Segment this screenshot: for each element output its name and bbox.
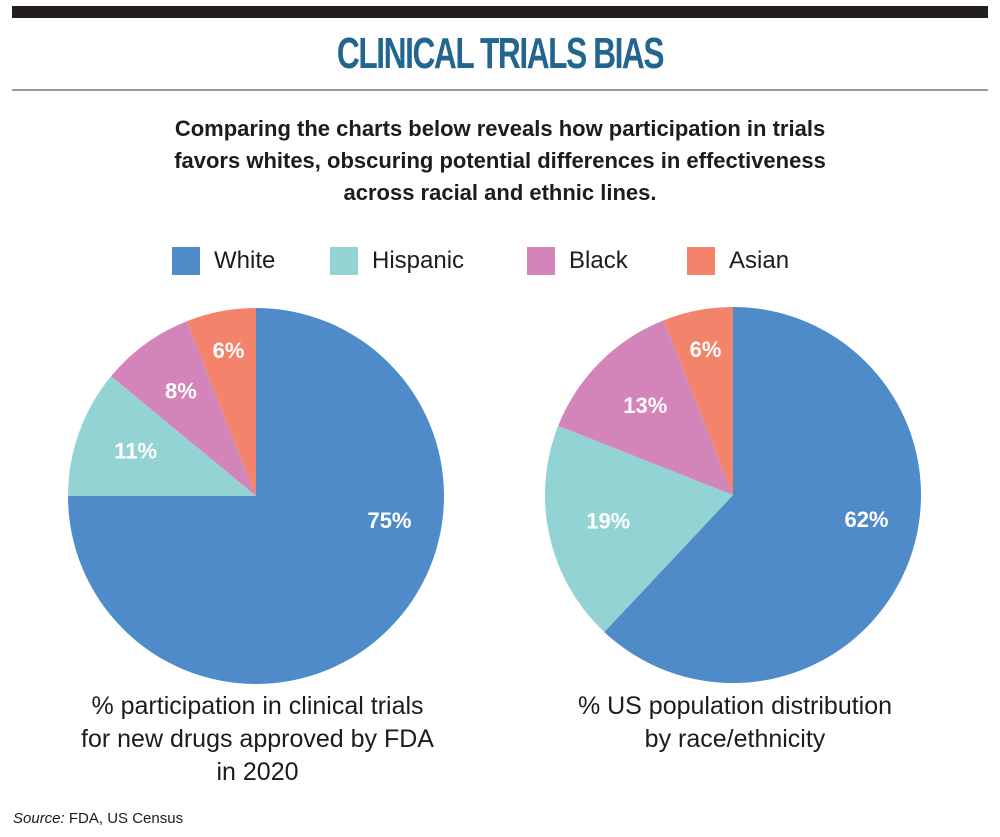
subtitle-line: favors whites, obscuring potential diffe…: [174, 148, 826, 173]
caption-line: % participation in clinical trials: [91, 692, 424, 720]
legend-swatch-hispanic: [330, 247, 358, 275]
pie-slice-white: [604, 307, 922, 683]
legend-swatch-black: [527, 247, 555, 275]
legend-item-hispanic: Hispanic: [330, 246, 464, 276]
source-text: FDA, US Census: [64, 810, 184, 827]
subtitle-line: across racial and ethnic lines.: [343, 180, 657, 205]
slice-label-black: 13%: [623, 393, 667, 418]
caption-us-population: % US population distribution by race/eth…: [520, 690, 950, 756]
source-note: Source: FDA, US Census: [13, 810, 183, 827]
caption-line: by race/ethnicity: [644, 725, 826, 753]
slice-label-white: 75%: [367, 508, 411, 533]
pie-slice-asian: [663, 307, 733, 495]
legend-label-black: Black: [569, 247, 628, 274]
legend-item-black: Black: [527, 246, 628, 276]
legend: White Hispanic Black Asian: [0, 246, 1000, 276]
slice-label-asian: 6%: [213, 338, 245, 363]
slice-label-hispanic: 19%: [586, 509, 630, 534]
legend-label-white: White: [214, 247, 276, 274]
top-rule-bar: [12, 6, 988, 18]
slice-label-white: 62%: [844, 507, 888, 532]
pie-slice-hispanic: [545, 425, 733, 633]
caption-line: for new drugs approved by FDA: [81, 725, 434, 753]
pie-chart-us-population: 62% 19% 13% 6%: [545, 307, 922, 683]
chart-subtitle: Comparing the charts below reveals how p…: [90, 113, 910, 209]
caption-trial-participation: % participation in clinical trials for n…: [40, 690, 475, 789]
slice-label-asian: 6%: [690, 337, 722, 362]
caption-line: % US population distribution: [577, 692, 893, 720]
pie-slice-asian: [186, 308, 256, 496]
pie-slice-hispanic: [68, 376, 256, 496]
legend-swatch-asian: [687, 247, 715, 275]
pie-slice-black: [558, 320, 733, 495]
legend-swatch-white: [172, 247, 200, 275]
slice-label-hispanic: 11%: [114, 439, 157, 464]
pie-chart-trial-participation: 75% 11% 8% 6%: [68, 308, 444, 684]
legend-label-asian: Asian: [729, 247, 790, 274]
legend-label-hispanic: Hispanic: [372, 247, 465, 274]
chart-title: CLINICAL TRIALS BIAS: [336, 29, 665, 78]
title-divider: [12, 89, 988, 91]
legend-item-asian: Asian: [687, 246, 789, 276]
caption-line: in 2020: [216, 758, 299, 786]
legend-item-white: White: [172, 246, 275, 276]
slice-label-black: 8%: [165, 378, 197, 403]
source-label: Source:: [13, 810, 65, 827]
pie-slice-black: [111, 321, 256, 496]
subtitle-line: Comparing the charts below reveals how p…: [174, 116, 826, 141]
